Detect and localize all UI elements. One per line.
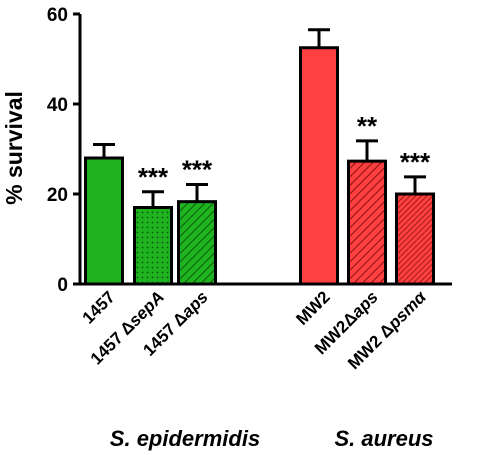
bar <box>177 200 217 286</box>
significance-label: *** <box>182 155 213 185</box>
y-tick-label: 60 <box>47 5 68 26</box>
bar <box>395 192 435 286</box>
significance-label: ** <box>357 111 378 141</box>
bar <box>133 206 173 286</box>
bar <box>299 46 339 286</box>
bars: *** ******** <box>79 28 452 286</box>
bar <box>347 159 387 286</box>
bar <box>84 156 124 286</box>
group-label: S. aureus <box>334 426 433 451</box>
y-axis-label: % survival <box>1 91 27 205</box>
y-tick-label: 0 <box>57 275 68 296</box>
y-tick-label: 40 <box>47 95 68 116</box>
significance-label: *** <box>138 162 169 192</box>
group-label: S. epidermidis <box>110 426 260 451</box>
group-labels: S. epidermidis S. aureus <box>110 426 434 451</box>
y-tick-label: 20 <box>47 185 68 206</box>
significance-label: *** <box>400 147 431 177</box>
y-axis: 0 20 40 60 <box>47 5 82 296</box>
x-tick-label: MW2 <box>292 287 333 328</box>
x-tick-label: 1457 <box>79 287 119 327</box>
